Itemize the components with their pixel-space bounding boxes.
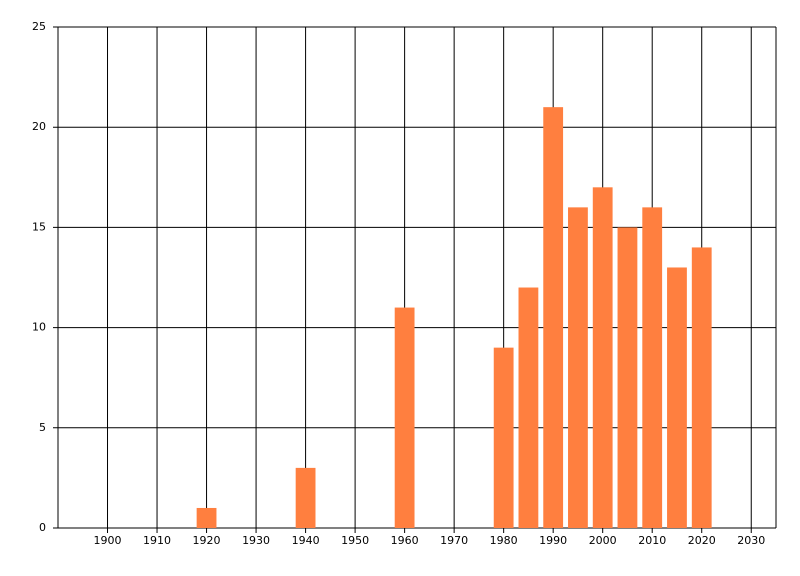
x-tick-label: 2020: [688, 534, 716, 547]
bar: [295, 467, 316, 528]
bar: [691, 247, 712, 528]
x-tick-label: 2010: [638, 534, 666, 547]
x-tick-label: 1950: [341, 534, 369, 547]
bar: [493, 347, 514, 528]
bar: [196, 507, 217, 528]
bar: [543, 107, 564, 528]
bar: [617, 227, 638, 528]
y-tick-label: 0: [39, 521, 46, 534]
bar: [568, 207, 588, 529]
y-tick-label: 10: [32, 321, 46, 334]
y-tick-label: 20: [32, 120, 46, 133]
x-tick-label: 1970: [440, 534, 468, 547]
x-tick-label: 2030: [737, 534, 765, 547]
x-tick-label: 1900: [94, 534, 122, 547]
x-tick-label: 1980: [490, 534, 518, 547]
x-tick-label: 1960: [391, 534, 419, 547]
x-tick-label: 1940: [292, 534, 320, 547]
bar: [667, 267, 687, 528]
x-tick-label: 2000: [589, 534, 617, 547]
x-tick-label: 1920: [193, 534, 221, 547]
x-tick-label: 1930: [242, 534, 270, 547]
bar: [394, 307, 415, 528]
bar: [592, 187, 613, 528]
y-tick-label: 25: [32, 20, 46, 33]
bar: [642, 207, 663, 529]
x-tick-label: 1990: [539, 534, 567, 547]
x-tick-label: 1910: [143, 534, 171, 547]
y-tick-label: 5: [39, 421, 46, 434]
y-tick-label: 15: [32, 220, 46, 233]
bar: [518, 287, 539, 528]
